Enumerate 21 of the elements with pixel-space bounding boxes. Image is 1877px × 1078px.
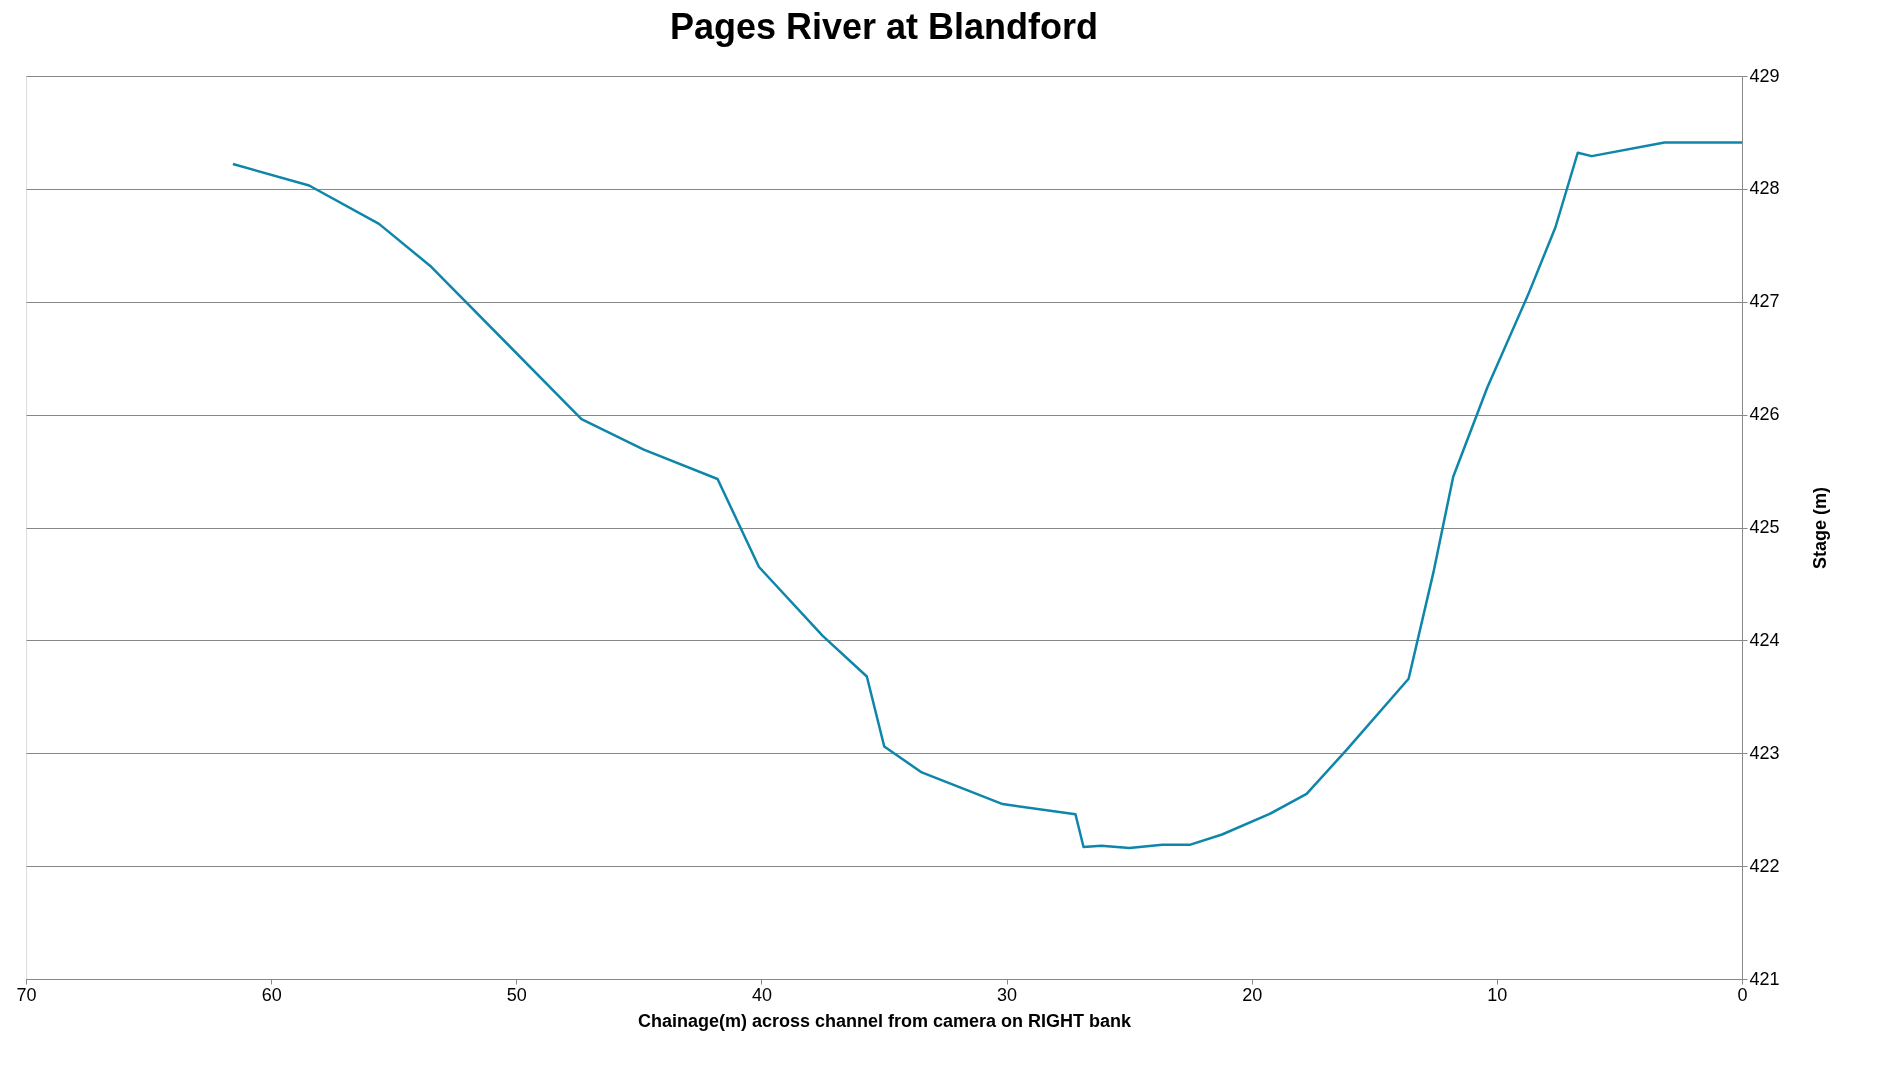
x-tick-label: 70 [16, 984, 37, 1005]
y-tick-label: 422 [1749, 855, 1780, 876]
x-tick-label: 50 [506, 984, 527, 1005]
x-tick-label: 10 [1487, 984, 1508, 1005]
y-tick-label: 425 [1749, 517, 1780, 537]
chart-title: Pages River at Blandford [669, 6, 1099, 47]
x-tick-label: 30 [997, 984, 1018, 1005]
y-tick-label: 424 [1749, 629, 1780, 650]
x-tick-label: 0 [1737, 984, 1748, 1005]
y-tick-label: 428 [1749, 178, 1780, 199]
x-axis-title: Chainage(m) across channel from camera on RIGHT bank [637, 1010, 1133, 1031]
y-tick-label: 426 [1749, 404, 1780, 425]
y-tick-label: 421 [1749, 968, 1780, 989]
y-tick-label: 423 [1749, 742, 1780, 763]
line-series [231, 141, 1744, 850]
x-tick-label: 40 [751, 984, 772, 1005]
x-tick-label: 60 [261, 984, 282, 1005]
y-tick-label: 429 [1749, 65, 1780, 86]
y-tick-label: 427 [1749, 291, 1780, 312]
x-tick-label: 20 [1242, 984, 1263, 1005]
y-axis-title: Stage (m) [1809, 486, 1830, 570]
